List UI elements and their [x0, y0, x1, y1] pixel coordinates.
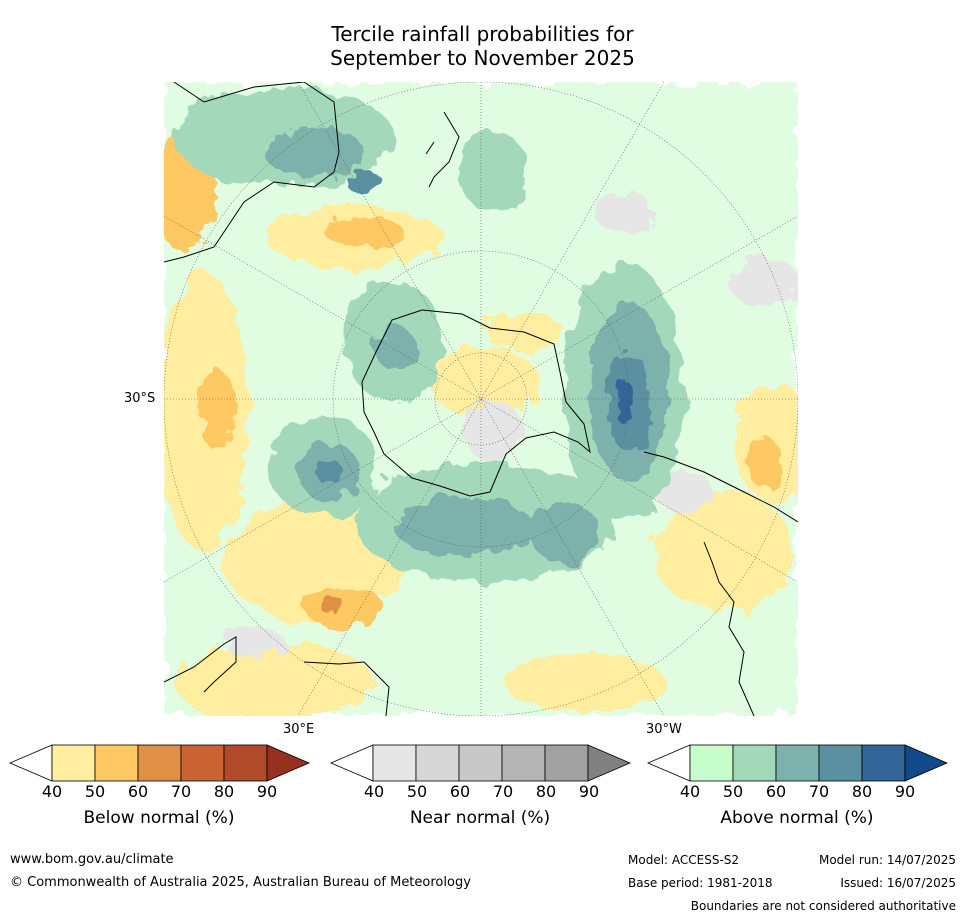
map-title-line-2: September to November 2025 — [330, 46, 635, 70]
above-tick: 60 — [765, 782, 787, 801]
below-tick: 70 — [170, 782, 192, 801]
footer-url[interactable]: www.bom.gov.au/climate — [10, 852, 174, 867]
near-tick: 40 — [363, 782, 385, 801]
footer-copyright: © Commonwealth of Australia 2025, Austra… — [10, 875, 471, 890]
above-colorbar-bin — [689, 744, 734, 782]
near-colorbar-bin — [415, 744, 460, 782]
below-colorbar-bin — [137, 744, 182, 782]
below-colorbar-extend-low — [8, 744, 53, 782]
footer-base-period: Base period: 1981-2018 — [628, 876, 773, 890]
below-tick: 80 — [213, 782, 235, 801]
below-tick: 60 — [127, 782, 149, 801]
footer-issued: Issued: 16/07/2025 — [840, 876, 956, 890]
near-colorbar-svg — [329, 744, 632, 782]
below-tick: 50 — [84, 782, 106, 801]
near-normal-legend-title: Near normal (%) — [409, 808, 551, 828]
near-tick: 70 — [492, 782, 514, 801]
below-normal-colorbar — [8, 744, 311, 786]
near-colorbar-extend-low — [329, 744, 374, 782]
below-colorbar-extend-high — [266, 744, 311, 782]
footer-model-run: Model run: 14/07/2025 — [818, 853, 956, 867]
below-colorbar-bin — [180, 744, 225, 782]
above-colorbar-extend-high — [904, 744, 949, 782]
above-colorbar-bin — [861, 744, 906, 782]
below-colorbar-bin — [51, 744, 96, 782]
graticule — [164, 82, 798, 716]
near-tick: 50 — [406, 782, 428, 801]
above-tick: 70 — [808, 782, 830, 801]
below-normal-legend-title: Below normal (%) — [83, 808, 235, 828]
longitude-label-30e: 30°E — [283, 722, 315, 737]
above-colorbar-bin — [818, 744, 863, 782]
near-normal-colorbar — [329, 744, 632, 786]
footer-disclaimer: Boundaries are not considered authoritat… — [690, 899, 956, 913]
near-tick: 60 — [449, 782, 471, 801]
below-tick: 90 — [256, 782, 278, 801]
near-colorbar-bin — [501, 744, 546, 782]
below-colorbar-bin — [223, 744, 268, 782]
above-tick: 40 — [679, 782, 701, 801]
above-normal-legend-title: Above normal (%) — [720, 808, 874, 828]
near-colorbar-bin — [544, 744, 589, 782]
below-tick: 40 — [41, 782, 63, 801]
above-tick: 80 — [851, 782, 873, 801]
above-normal-colorbar — [646, 744, 949, 786]
footer-model: Model: ACCESS-S2 — [628, 853, 740, 867]
above-colorbar-extend-low — [646, 744, 691, 782]
map-title-line-1: Tercile rainfall probabilities for — [331, 22, 634, 46]
near-colorbar-extend-high — [587, 744, 632, 782]
above-tick: 90 — [894, 782, 916, 801]
near-tick: 80 — [535, 782, 557, 801]
rainfall-probability-map — [164, 82, 798, 716]
above-tick: 50 — [722, 782, 744, 801]
near-colorbar-bin — [372, 744, 417, 782]
above-colorbar-bin — [732, 744, 777, 782]
latitude-label-30s: 30°S — [124, 391, 156, 406]
near-colorbar-bin — [458, 744, 503, 782]
coastlines — [164, 82, 798, 716]
near-tick: 90 — [578, 782, 600, 801]
below-colorbar-bin — [94, 744, 139, 782]
below-colorbar-svg — [8, 744, 311, 782]
map-svg — [164, 82, 798, 716]
longitude-label-30w: 30°W — [646, 722, 682, 737]
above-colorbar-svg — [646, 744, 949, 782]
above-colorbar-bin — [775, 744, 820, 782]
